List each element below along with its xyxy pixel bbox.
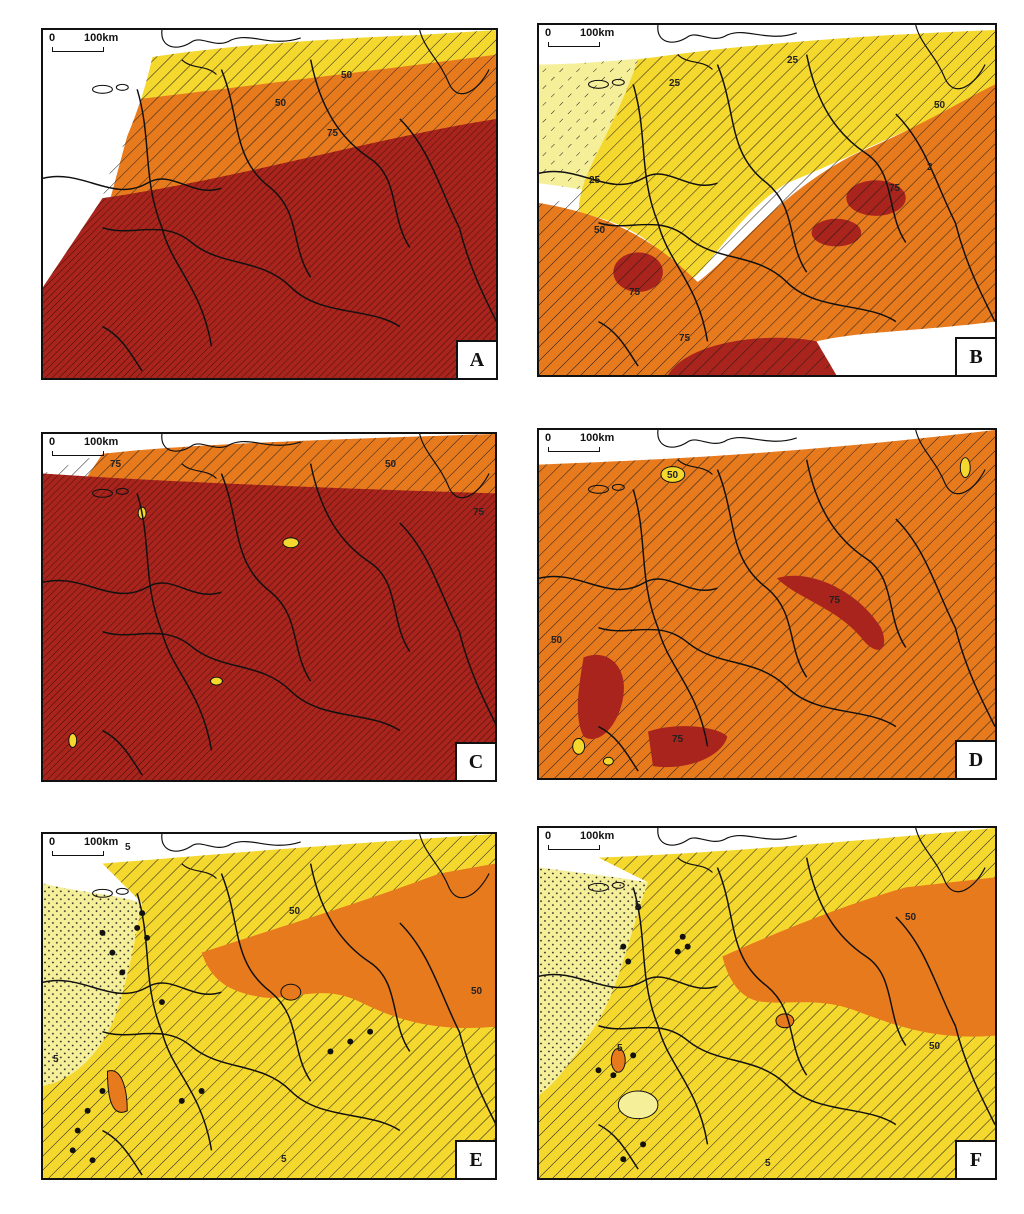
contour-label: 50: [934, 100, 946, 111]
contour-label: 50: [551, 635, 563, 646]
zone-orange: [201, 863, 495, 1029]
zone-yellow-spot: [959, 457, 971, 478]
contour-label: 75: [110, 459, 122, 470]
map-panel-f: 0 100km 5 50 50 5 5 F: [537, 826, 997, 1180]
contour-label: 5: [281, 1154, 287, 1165]
scale-distance: 100km: [84, 436, 119, 448]
zone-orange: [722, 877, 995, 1037]
site-dots: [595, 904, 691, 1163]
scale-zero: 0: [49, 32, 56, 44]
contour-label: 50: [275, 98, 287, 109]
contour-label: 5: [125, 842, 131, 853]
zone-yellow-hatch: [539, 828, 995, 1178]
contour-label: 25: [787, 55, 799, 66]
scale-distance: 100km: [580, 432, 615, 444]
zone-yellow-spot: [660, 466, 686, 483]
scale-distance: 100km: [84, 32, 119, 44]
zone-orange-patch: [775, 1013, 795, 1029]
scale-line: [52, 851, 104, 856]
scale-distance: 100km: [84, 836, 119, 848]
zone-dark-red-hatch: [43, 118, 496, 378]
contour-label: 25: [589, 175, 601, 186]
zone-orange-hatch: [43, 434, 495, 494]
contour-label: 50: [471, 986, 483, 997]
panel-letter-f: F: [955, 1140, 995, 1178]
zone-yellow-spot: [282, 537, 300, 549]
map-panel-a: 0 100km 50 50 75 A: [41, 28, 498, 380]
map-c-graphic: [43, 434, 495, 780]
zone-yellow-spot: [602, 756, 614, 766]
zone-yellow-spot: [68, 733, 78, 748]
zone-pale-yellow-dots: [539, 867, 649, 1095]
map-d-graphic: [539, 430, 995, 778]
zone-yellow-spot: [210, 676, 223, 686]
scale-zero: 0: [49, 836, 56, 848]
panel-letter-c: C: [455, 742, 495, 780]
scale-line: [548, 42, 600, 47]
zone-pale-yellow-dots: [43, 883, 143, 1087]
scale-line: [548, 845, 600, 850]
scale-distance: 100km: [580, 830, 615, 842]
contour-label: 75: [889, 183, 901, 194]
contour-label: 50: [341, 70, 353, 81]
zone-upper-hatch: [102, 30, 496, 199]
zone-orange-hatch: [539, 430, 995, 778]
contour-label: 75: [629, 287, 641, 298]
map-panel-e: 0 100km 5 50 50 5 5 E: [41, 832, 497, 1180]
scale-zero: 0: [49, 436, 56, 448]
panel-letter-d: D: [955, 740, 995, 778]
zone-hatch: [539, 29, 995, 375]
contour-label: 50: [289, 906, 301, 917]
zone-orange-patch: [280, 983, 302, 1001]
scale-zero: 0: [545, 830, 552, 842]
panel-letter-b: B: [955, 337, 995, 375]
map-e-graphic: [43, 834, 495, 1178]
contour-label: 50: [929, 1041, 941, 1052]
contour-label: 50: [385, 459, 397, 470]
site-dots: [69, 910, 374, 1164]
scale-zero: 0: [545, 432, 552, 444]
zone-dark-red-patch: [776, 575, 885, 650]
map-a-graphic: [43, 30, 496, 378]
contour-label: 5: [53, 1054, 59, 1065]
zone-pale-yellow-patch: [617, 1090, 659, 1120]
contour-label: 5: [635, 900, 641, 911]
map-f-graphic: [539, 828, 995, 1178]
map-panel-d: 0 100km 50 75 50 75 D: [537, 428, 997, 780]
map-panel-c: 0 100km 75 50 75 C: [41, 432, 497, 782]
scale-line: [548, 447, 600, 452]
contour-label: 50: [594, 225, 606, 236]
contour-label: 75: [829, 595, 841, 606]
zone-dark-red-hatch: [43, 473, 495, 780]
contour-label: 5: [617, 1043, 623, 1054]
scale-distance: 100km: [580, 27, 615, 39]
contour-label: 25: [669, 78, 681, 89]
zone-yellow-spot: [572, 737, 586, 755]
contour-label: 75: [327, 128, 339, 139]
sea-southeast: [816, 321, 995, 375]
scale-line: [52, 47, 104, 52]
map-b-graphic: [539, 25, 995, 375]
contour-label: 75: [672, 734, 684, 745]
scale-line: [52, 451, 104, 456]
contour-label: 50: [905, 912, 917, 923]
zone-orange-patch: [610, 1047, 626, 1073]
contour-label: 2: [927, 162, 933, 173]
contour-label: 5: [765, 1158, 771, 1169]
contour-label: 75: [679, 333, 691, 344]
zone-dark-red-patch: [648, 726, 728, 768]
panel-letter-a: A: [456, 340, 496, 378]
zone-dark-red-patch: [577, 654, 625, 740]
scale-zero: 0: [545, 27, 552, 39]
panel-letter-e: E: [455, 1140, 495, 1178]
zone-orange-patch: [106, 1070, 128, 1113]
contour-label: 50: [667, 470, 679, 481]
map-panel-b: 0 100km 25 25 50 50 25 2 75 75 75 B: [537, 23, 997, 377]
zone-yellow-hatch: [43, 834, 495, 1178]
contour-label: 75: [473, 507, 485, 518]
